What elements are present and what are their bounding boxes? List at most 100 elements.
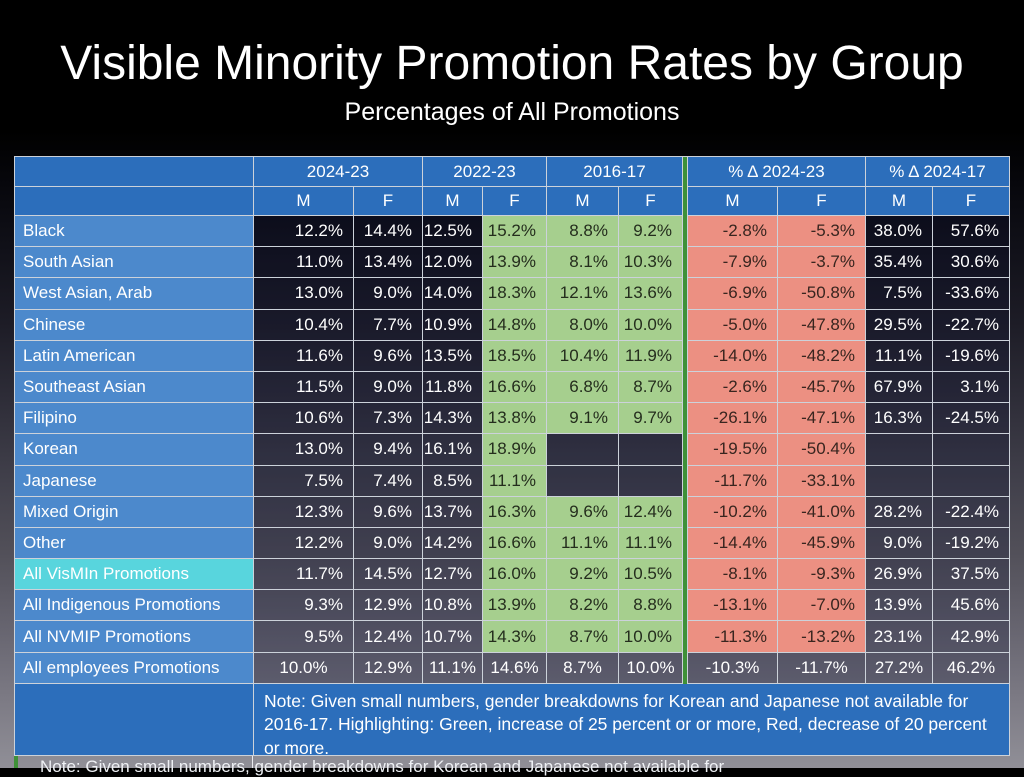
data-cell: 9.2% xyxy=(547,559,619,591)
data-cell: 7.4% xyxy=(354,465,423,497)
data-cell: 10.4% xyxy=(254,309,354,341)
row-label-cell: All employees Promotions xyxy=(15,652,254,684)
data-cell: 27.2% xyxy=(866,652,933,684)
data-cell: 14.2% xyxy=(423,527,483,560)
data-cell: 9.1% xyxy=(547,403,619,435)
gender-subheader-cell: M xyxy=(547,187,619,216)
data-cell: 13.0% xyxy=(254,434,354,466)
slide-subtitle: Percentages of All Promotions xyxy=(344,98,680,126)
data-cell xyxy=(866,434,933,466)
row-label-cell: Korean xyxy=(15,434,254,466)
note-spacer-cell xyxy=(15,683,254,756)
data-cell: -22.4% xyxy=(933,496,1010,528)
data-cell: 13.0% xyxy=(254,278,354,310)
data-cell: -5.0% xyxy=(688,309,778,341)
data-cell: 14.0% xyxy=(423,278,483,310)
clipped-table-divider xyxy=(252,756,253,768)
data-cell: 12.4% xyxy=(354,621,423,653)
data-cell: 14.4% xyxy=(354,216,423,248)
data-cell: 26.9% xyxy=(866,559,933,591)
data-cell: 12.1% xyxy=(547,278,619,310)
data-cell: 13.6% xyxy=(619,278,683,310)
row-label-cell: Filipino xyxy=(15,403,254,435)
data-cell xyxy=(933,465,1010,497)
subheader-corner-cell xyxy=(15,187,254,216)
gender-subheader-cell: F xyxy=(619,187,683,216)
data-cell: -5.3% xyxy=(778,216,866,248)
data-cell: 8.7% xyxy=(547,652,619,684)
data-cell: 12.9% xyxy=(354,590,423,622)
data-cell: -19.5% xyxy=(688,434,778,466)
data-cell: 37.5% xyxy=(933,559,1010,591)
data-cell: -7.0% xyxy=(778,590,866,622)
data-cell: 14.3% xyxy=(423,403,483,435)
data-cell: 11.8% xyxy=(423,371,483,404)
data-cell xyxy=(547,465,619,497)
data-cell: -14.0% xyxy=(688,340,778,372)
data-cell: -10.3% xyxy=(688,652,778,684)
data-cell: 9.5% xyxy=(254,621,354,653)
gender-subheader-cell: F xyxy=(354,187,423,216)
gender-subheader-cell: M xyxy=(866,187,933,216)
data-cell: -24.5% xyxy=(933,403,1010,435)
data-cell: 9.4% xyxy=(354,434,423,466)
data-cell: -19.6% xyxy=(933,340,1010,372)
data-cell: 9.3% xyxy=(254,590,354,622)
gender-subheader-cell: F xyxy=(778,187,866,216)
data-cell: 13.9% xyxy=(866,590,933,622)
column-group-header: % Δ 2024-17 xyxy=(866,157,1010,187)
data-cell: 13.8% xyxy=(483,403,547,435)
data-cell: -22.7% xyxy=(933,309,1010,341)
row-label-cell: Japanese xyxy=(15,465,254,497)
data-cell: 18.9% xyxy=(483,434,547,466)
data-cell xyxy=(547,434,619,466)
row-label-cell: Mixed Origin xyxy=(15,496,254,528)
data-cell: 12.3% xyxy=(254,496,354,528)
data-cell: 46.2% xyxy=(933,652,1010,684)
data-cell: 16.3% xyxy=(866,403,933,435)
data-cell: 9.6% xyxy=(354,340,423,372)
row-label-cell: Other xyxy=(15,527,254,560)
data-cell: 10.0% xyxy=(619,309,683,341)
data-cell: 10.7% xyxy=(423,621,483,653)
data-cell: 11.7% xyxy=(254,559,354,591)
row-label-cell: Southeast Asian xyxy=(15,371,254,404)
row-label-cell: Chinese xyxy=(15,309,254,341)
data-cell: 10.9% xyxy=(423,309,483,341)
data-cell: -8.1% xyxy=(688,559,778,591)
data-cell: 9.0% xyxy=(354,371,423,404)
data-cell: 9.0% xyxy=(354,278,423,310)
data-cell: 10.0% xyxy=(254,652,354,684)
data-cell: 9.6% xyxy=(547,496,619,528)
data-cell: 12.5% xyxy=(423,216,483,248)
data-cell xyxy=(619,465,683,497)
data-cell: -6.9% xyxy=(688,278,778,310)
data-cell: -9.3% xyxy=(778,559,866,591)
data-cell: 12.9% xyxy=(354,652,423,684)
gender-subheader-cell: M xyxy=(688,187,778,216)
data-cell: 14.6% xyxy=(483,652,547,684)
gender-subheader-cell: F xyxy=(933,187,1010,216)
data-cell xyxy=(933,434,1010,466)
data-cell xyxy=(619,434,683,466)
data-cell: -45.9% xyxy=(778,527,866,560)
data-cell: 8.8% xyxy=(619,590,683,622)
data-cell: 67.9% xyxy=(866,371,933,404)
data-cell: -47.8% xyxy=(778,309,866,341)
slide-title: Visible Minority Promotion Rates by Grou… xyxy=(60,37,964,90)
data-cell: 14.8% xyxy=(483,309,547,341)
data-cell: 11.1% xyxy=(547,527,619,560)
data-cell: -14.4% xyxy=(688,527,778,560)
data-cell: 14.3% xyxy=(483,621,547,653)
data-cell: 9.6% xyxy=(354,496,423,528)
header-corner-cell xyxy=(15,157,254,187)
promotion-table: 2024-23 2022-23 2016-17% Δ 2024-23% Δ 2024… xyxy=(14,156,1010,756)
data-cell: 8.8% xyxy=(547,216,619,248)
data-cell: 6.8% xyxy=(547,371,619,404)
data-cell: 15.2% xyxy=(483,216,547,248)
data-cell: -2.6% xyxy=(688,371,778,404)
data-cell: 12.2% xyxy=(254,527,354,560)
data-cell: 8.1% xyxy=(547,247,619,279)
data-cell: 7.5% xyxy=(866,278,933,310)
data-cell: 38.0% xyxy=(866,216,933,248)
